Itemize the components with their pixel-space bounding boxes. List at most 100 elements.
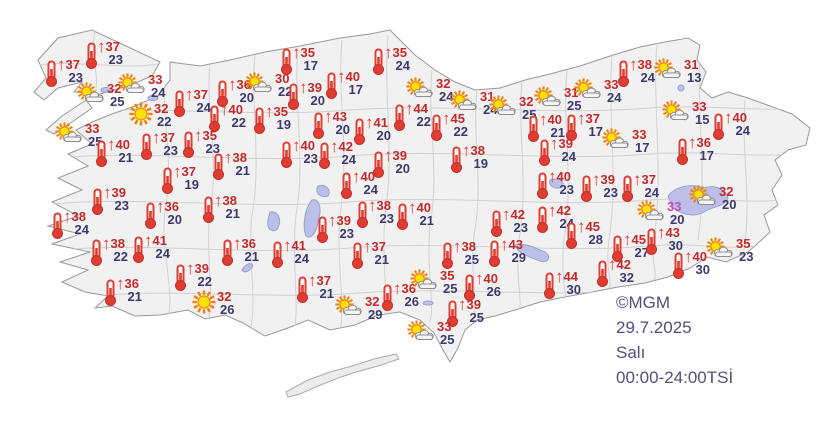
weather-station: ↑ 37 21: [351, 238, 389, 269]
min-temp: 24: [735, 123, 750, 138]
weather-station: ↑ 40 30: [672, 248, 710, 279]
temperature-values: 38 24: [72, 210, 89, 236]
temperature-values: 37 24: [194, 88, 211, 114]
thermometer-up-icon: ↑: [174, 260, 194, 291]
thermometer-up-icon: ↑: [543, 268, 563, 299]
temperature-values: 40 23: [557, 170, 574, 196]
up-arrow-icon: ↑: [577, 109, 585, 128]
thermometer-up-icon: ↑: [463, 270, 483, 301]
thermometer-up-icon: ↑: [51, 208, 71, 239]
max-temp: 41: [373, 115, 388, 130]
max-temp: 38: [222, 193, 237, 208]
min-temp: 20: [376, 128, 391, 143]
up-arrow-icon: ↑: [384, 146, 392, 165]
min-temp: 21: [319, 286, 334, 301]
temperature-values: 35 24: [393, 46, 410, 72]
min-temp: 25: [469, 310, 484, 325]
up-arrow-icon: ↑: [107, 135, 115, 154]
sun-cloud-icon: [450, 90, 479, 111]
max-temp: 43: [508, 237, 523, 252]
weather-station: ↑ 35 24: [372, 44, 410, 75]
up-arrow-icon: ↑: [657, 223, 665, 242]
max-temp: 38: [376, 198, 391, 213]
max-temp: 39: [111, 185, 126, 200]
temperature-values: 36 21: [242, 237, 259, 263]
min-temp: 23: [339, 226, 354, 241]
weather-station: 32 29: [335, 295, 382, 321]
sun-cloud-icon: [335, 295, 364, 316]
min-temp: 17: [303, 58, 318, 73]
temperature-values: 39 24: [559, 137, 576, 163]
temperature-values: 41 24: [153, 234, 170, 260]
max-temp: 39: [336, 213, 351, 228]
temperature-values: 33 15: [692, 100, 709, 126]
thermometer-up-icon: ↑: [441, 238, 461, 269]
min-temp: 20: [670, 212, 685, 227]
thermometer-up-icon: ↑: [173, 86, 193, 117]
min-temp: 21: [419, 213, 434, 228]
min-temp: 25: [443, 281, 458, 296]
temperature-values: 40 21: [417, 201, 434, 227]
min-temp: 20: [722, 197, 737, 212]
weather-station: ↑ 35 23: [182, 127, 220, 158]
temperature-values: 32 24: [436, 77, 453, 103]
thermometer-up-icon: ↑: [353, 113, 373, 145]
max-temp: 42: [338, 139, 353, 154]
thermometer-up-icon: ↑: [212, 149, 232, 180]
min-temp: 21: [244, 249, 259, 264]
min-temp: 22: [231, 115, 246, 130]
min-temp: 25: [567, 98, 582, 113]
weather-station: ↑ 39 23: [580, 171, 618, 202]
up-arrow-icon: ↑: [292, 136, 300, 155]
weather-station: 33 24: [118, 73, 165, 99]
temperature-values: 32 20: [719, 185, 736, 211]
min-temp: 22: [157, 114, 172, 129]
thermometer-up-icon: ↑: [221, 235, 241, 266]
sun-cloud-icon: [118, 73, 147, 94]
up-arrow-icon: ↑: [214, 191, 222, 210]
thermometer-up-icon: ↑: [287, 79, 307, 110]
max-temp: 43: [665, 225, 680, 240]
max-temp: 38: [470, 143, 485, 158]
temperature-values: 37 17: [586, 112, 603, 138]
thermometer-up-icon: ↑: [611, 231, 631, 262]
min-temp: 23: [739, 249, 754, 264]
weather-station: ↑ 43 29: [488, 236, 526, 267]
thermometer-up-icon: ↑: [450, 142, 470, 173]
min-temp: 24: [363, 182, 378, 197]
max-temp: 38: [461, 239, 476, 254]
max-temp: 39: [600, 172, 615, 187]
thermometer-up-icon: ↑: [90, 235, 110, 266]
up-arrow-icon: ↑: [502, 205, 510, 224]
min-temp: 23: [205, 141, 220, 156]
thermometer-up-icon: ↑: [45, 56, 65, 87]
thermometer-up-icon: ↑: [430, 110, 450, 141]
temperature-values: 38 25: [462, 240, 479, 266]
temperature-values: 44 22: [414, 102, 431, 128]
sun-cloud-icon: [410, 269, 439, 290]
thermometer-up-icon: ↑: [144, 197, 164, 229]
temperature-values: 33 20: [667, 200, 684, 226]
max-temp: 32: [719, 184, 734, 199]
max-temp: 33: [692, 99, 707, 114]
up-arrow-icon: ↑: [365, 113, 373, 132]
max-temp: 44: [563, 269, 578, 284]
min-temp: 24: [607, 90, 622, 105]
weather-station: ↑ 38 25: [441, 238, 479, 269]
weather-station: 35 23: [706, 237, 753, 263]
temperature-values: 32 22: [154, 102, 171, 128]
thermometer-up-icon: ↑: [446, 296, 466, 327]
weather-station: 30 22: [245, 72, 292, 98]
temperature-values: 41 24: [292, 239, 309, 265]
weather-station: ↑ 40 22: [208, 101, 246, 132]
max-temp: 33: [667, 199, 682, 214]
temperature-values: 35 25: [440, 269, 457, 295]
up-arrow-icon: ↑: [156, 197, 164, 216]
min-temp: 21: [235, 163, 250, 178]
weather-station: ↑ 38 19: [450, 142, 488, 173]
temperature-values: 32 25: [107, 82, 124, 108]
thermometer-up-icon: ↑: [132, 232, 152, 263]
sun-cloud-icon: [689, 185, 718, 206]
weather-station: ↑ 41 20: [353, 113, 391, 145]
temperature-values: 33 25: [437, 320, 454, 346]
